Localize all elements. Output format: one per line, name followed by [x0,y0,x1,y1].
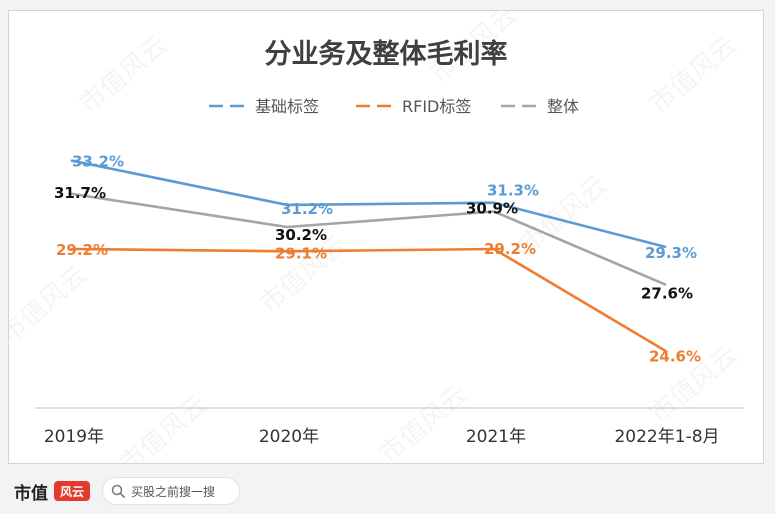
data-label-0-0: 33.2% [72,153,124,171]
x-tick-label-0: 2019年 [44,427,104,447]
series-lines [70,159,667,352]
x-axis-tick-labels: 2019年 2020年 2021年 2022年1-8月 [44,427,720,447]
legend-label-0: 基础标签 [255,97,319,116]
legend-label-2: 整体 [547,97,579,116]
data-labels: 33.2% 31.2% 31.3% 29.3% 29.2% 29.1% 29.2% 24.6%… [54,153,701,366]
watermark-text-0: 市值风云 [74,30,173,120]
series-line-2 [70,192,667,286]
search-icon [111,484,125,498]
series-line-0 [70,159,667,249]
x-tick-label-2: 2021年 [466,427,526,447]
footer-bar: 市值 风云 买股之前搜一搜 [0,466,775,514]
data-label-0-3: 29.3% [645,244,697,262]
brand-logo[interactable]: 市值 风云 [14,478,90,504]
data-label-2-3: 27.6% [641,284,693,302]
data-label-2-0: 31.7% [54,184,106,202]
search-input[interactable]: 买股之前搜一搜 [102,477,240,505]
watermark-text-7: 市值风云 [374,380,473,463]
data-label-1-2: 29.2% [484,240,536,258]
data-label-1-3: 24.6% [649,348,701,366]
legend-label-1: RFID标签 [402,97,471,116]
brand-name: 市值 [14,483,48,504]
data-label-2-1: 30.2% [275,226,327,244]
chart-title: 分业务及整体毛利率 [265,38,508,70]
series-line-1 [70,247,667,352]
brand-logo-badge: 风云 [54,481,90,501]
x-tick-label-3: 2022年1-8月 [614,427,719,447]
watermark-text-6: 市值风云 [114,390,213,463]
watermark-text-3: 市值风云 [9,260,93,350]
data-label-2-2: 30.9% [466,200,518,218]
watermark-text-2: 市值风云 [644,30,743,120]
x-tick-label-1: 2020年 [259,427,319,447]
data-label-1-1: 29.1% [275,244,327,262]
legend: 基础标签 RFID标签 整体 [209,97,579,116]
data-label-1-0: 29.2% [56,241,108,259]
data-label-0-2: 31.3% [487,182,539,200]
data-label-0-1: 31.2% [281,200,333,218]
chart-panel: 市值风云 市值风云 市值风云 市值风云 市值风云 市值风云 市值风云 市值风云 市值风云 分业务… [0,0,764,480]
search-placeholder: 买股之前搜一搜 [131,484,216,499]
